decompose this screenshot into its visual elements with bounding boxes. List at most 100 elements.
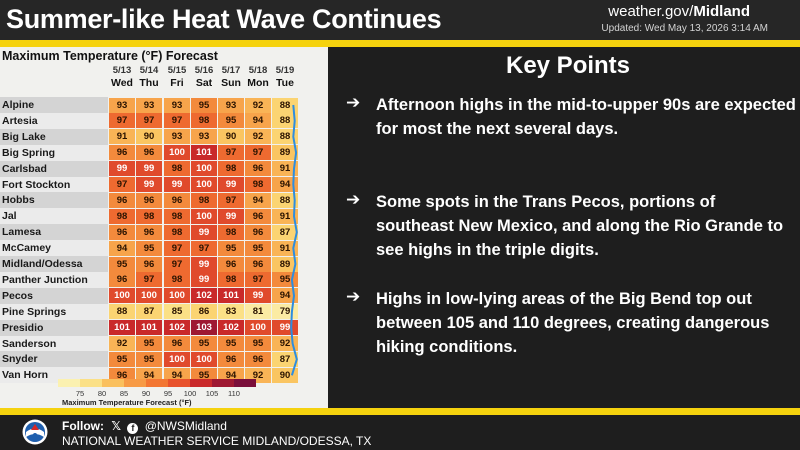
temperature-cell: 93 (218, 97, 244, 113)
temperature-cell: 95 (136, 336, 162, 351)
temperature-cell: 93 (164, 129, 190, 145)
key-points-panel: Key Points ➔ Afternoon highs in the mid-… (336, 47, 800, 408)
temperature-cell: 103 (191, 320, 217, 336)
legend-swatch (190, 379, 212, 387)
temperature-cell: 100 (164, 351, 190, 367)
temperature-cell: 96 (136, 145, 162, 161)
facebook-icon[interactable]: f (127, 423, 139, 434)
temperature-cell: 99 (136, 177, 162, 192)
temperature-cell: 88 (272, 192, 298, 208)
temperature-cell: 101 (191, 145, 217, 161)
temperature-cell: 100 (191, 161, 217, 177)
location-name: Sanderson (0, 335, 108, 352)
temperature-cell: 95 (191, 97, 217, 113)
temperature-cell: 83 (218, 304, 244, 320)
temperature-cell: 97 (245, 272, 271, 288)
temperature-cell: 96 (245, 256, 271, 272)
key-point-text: Some spots in the Trans Pecos, portions … (376, 193, 784, 259)
temperature-cell: 93 (191, 129, 217, 145)
temperature-cell: 100 (164, 288, 190, 304)
location-name: Carlsbad (0, 160, 108, 177)
day-name: Sun (221, 77, 241, 89)
temperature-cell: 87 (272, 224, 298, 240)
temperature-cell: 96 (245, 351, 271, 367)
follow-label: Follow: (62, 419, 104, 433)
legend-swatch (80, 379, 102, 387)
day-name: Sat (195, 77, 213, 89)
temperature-cell: 98 (191, 113, 217, 129)
temperature-cell: 97 (136, 272, 162, 288)
legend-tick: 110 (228, 389, 240, 398)
temperature-cell: 95 (136, 351, 162, 367)
key-point-text: Afternoon highs in the mid-to-upper 90s … (376, 96, 796, 138)
temperature-cell: 100 (109, 288, 135, 304)
temperature-cell: 92 (109, 336, 135, 351)
location-name: McCamey (0, 240, 108, 257)
location-name: Jal (0, 208, 108, 225)
legend-swatch (124, 379, 146, 387)
temperature-cell: 96 (109, 192, 135, 208)
temperature-cell: 102 (164, 320, 190, 336)
temperature-cell: 85 (164, 304, 190, 320)
legend-label: Maximum Temperature Forecast (°F) (62, 398, 192, 407)
location-name: Hobbs (0, 192, 108, 209)
legend-swatch (234, 379, 256, 387)
temperature-cell: 100 (245, 320, 271, 336)
location-name: Lamesa (0, 224, 108, 241)
temperature-cell: 98 (164, 272, 190, 288)
legend-tick: 100 (183, 389, 197, 398)
temperature-cell: 98 (218, 224, 244, 240)
temperature-cell: 95 (109, 256, 135, 272)
day-name: Wed (111, 77, 133, 89)
temperature-cell: 97 (136, 113, 162, 129)
temperature-cell: 95 (109, 351, 135, 367)
temperature-cell: 88 (272, 113, 298, 129)
temperature-cell: 97 (109, 113, 135, 129)
site-link[interactable]: weather.gov/Midland (608, 3, 750, 20)
temperature-cell: 96 (164, 192, 190, 208)
temperature-cell: 98 (245, 177, 271, 192)
temperature-cell: 95 (136, 240, 162, 256)
temperature-cell: 88 (109, 304, 135, 320)
temperature-cell: 91 (272, 208, 298, 224)
location-name: Midland/Odessa (0, 256, 108, 272)
x-icon[interactable]: 𝕏 (111, 419, 122, 433)
temperature-cell: 102 (191, 288, 217, 304)
temperature-cell: 96 (164, 336, 190, 351)
temperature-cell: 93 (109, 97, 135, 113)
temperature-cell: 96 (218, 351, 244, 367)
temperature-cell: 98 (136, 208, 162, 224)
temperature-cell: 96 (109, 224, 135, 240)
temperature-cell: 99 (136, 161, 162, 177)
temperature-cell: 89 (272, 145, 298, 161)
temperature-cell: 95 (245, 240, 271, 256)
temperature-cell: 98 (164, 208, 190, 224)
day-date: 5/18 (248, 65, 268, 76)
location-name: Panther Junction (0, 271, 108, 288)
twitter-handle-link[interactable]: @NWSMidland (144, 419, 227, 433)
location-name: Artesia (0, 112, 108, 129)
temperature-cell: 86 (191, 304, 217, 320)
location-name: Presidio (0, 319, 108, 336)
office-name: NATIONAL WEATHER SERVICE MIDLAND/ODESSA,… (62, 434, 372, 448)
temperature-cell: 100 (191, 177, 217, 192)
location-name: Snyder (0, 351, 108, 368)
temperature-cell: 102 (218, 320, 244, 336)
temperature-cell: 79 (272, 304, 298, 320)
temperature-cell: 90 (218, 129, 244, 145)
temperature-cell: 96 (218, 256, 244, 272)
temperature-cell: 98 (164, 161, 190, 177)
temperature-cell: 99 (272, 320, 298, 336)
site-prefix: weather.gov/ (608, 3, 694, 20)
accent-bar-top (0, 40, 800, 47)
temperature-cell: 100 (191, 208, 217, 224)
temperature-cell: 87 (136, 304, 162, 320)
temperature-cell: 90 (136, 129, 162, 145)
temperature-cell: 99 (218, 177, 244, 192)
temperature-cell: 98 (191, 192, 217, 208)
temperature-cell: 95 (272, 272, 298, 288)
temperature-cell: 91 (272, 161, 298, 177)
location-name: Pecos (0, 287, 108, 304)
temperature-cell: 99 (218, 208, 244, 224)
temperature-cell: 98 (218, 161, 244, 177)
